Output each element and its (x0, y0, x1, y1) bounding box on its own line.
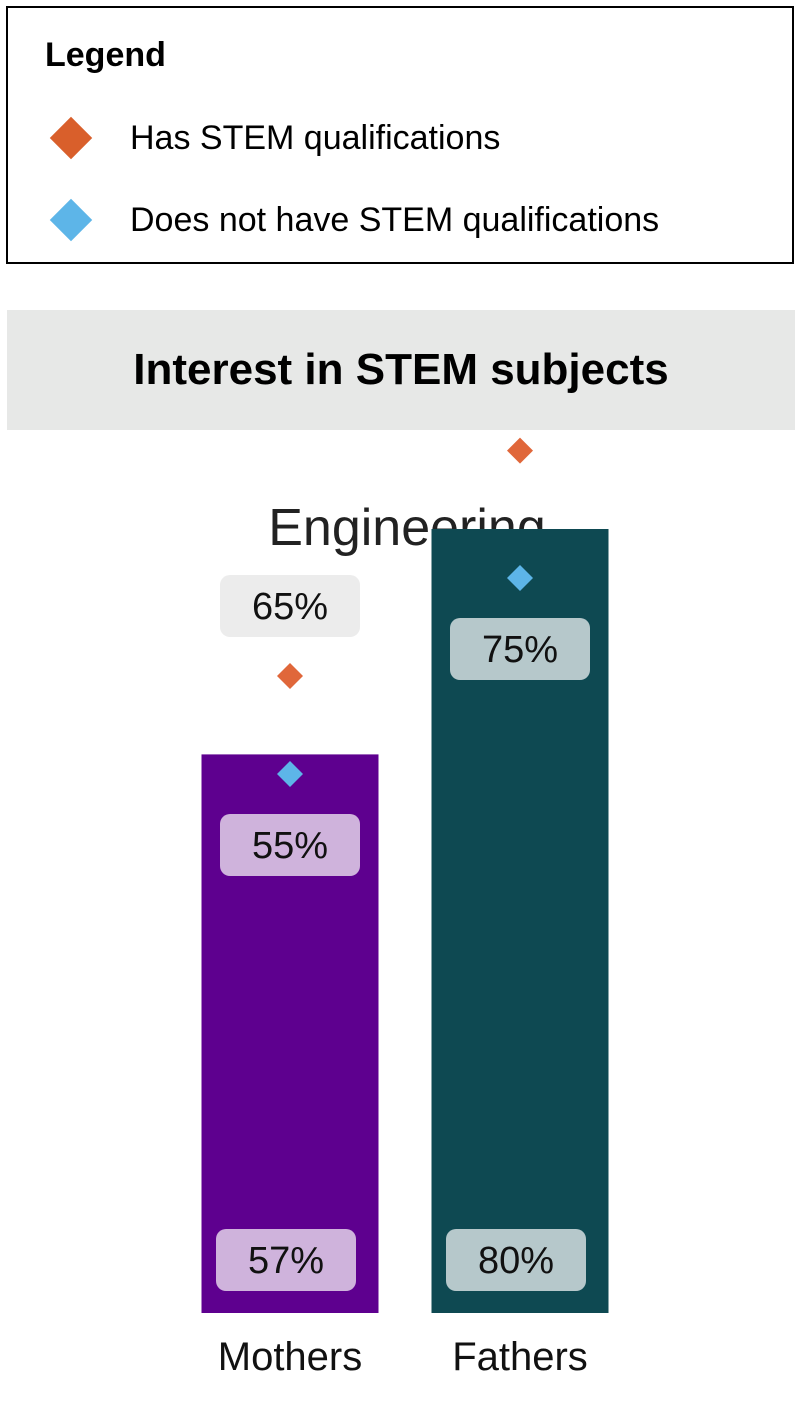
marker-no-stem-mothers (277, 761, 303, 787)
section-banner: Interest in STEM subjects (7, 310, 795, 430)
bar-value-label-mothers: 57% (248, 1240, 324, 1282)
marker-no-stem-fathers (507, 565, 533, 591)
legend-label-has-stem: Has STEM qualifications (130, 119, 501, 157)
bar-value-label-mothers-bg (216, 1229, 356, 1291)
no-stem-label-fathers: 75% (482, 629, 558, 671)
bar-value-label-fathers-bg (446, 1229, 586, 1291)
legend: Legend Has STEM qualifications Does not … (6, 6, 794, 264)
has-stem-label-mothers-bg (220, 575, 360, 637)
engineering-chart: Engineering 57%65%55%Mothers80%88%75%Fat… (201, 437, 609, 1379)
no-stem-label-mothers: 55% (252, 825, 328, 867)
marker-has-stem-fathers (507, 437, 533, 464)
blue-diamond-icon (49, 198, 93, 242)
category-label-fathers: Fathers (452, 1335, 588, 1379)
legend-title: Legend (45, 36, 166, 74)
marker-has-stem-mothers (277, 663, 303, 689)
section-title: Interest in STEM subjects (133, 345, 669, 394)
has-stem-label-mothers: 65% (252, 586, 328, 628)
no-stem-label-fathers-bg (450, 618, 590, 680)
category-label-mothers: Mothers (218, 1335, 363, 1379)
legend-label-no-stem: Does not have STEM qualifications (130, 201, 660, 239)
bar-value-label-fathers: 80% (478, 1240, 554, 1282)
no-stem-label-mothers-bg (220, 814, 360, 876)
orange-diamond-icon (49, 116, 93, 160)
